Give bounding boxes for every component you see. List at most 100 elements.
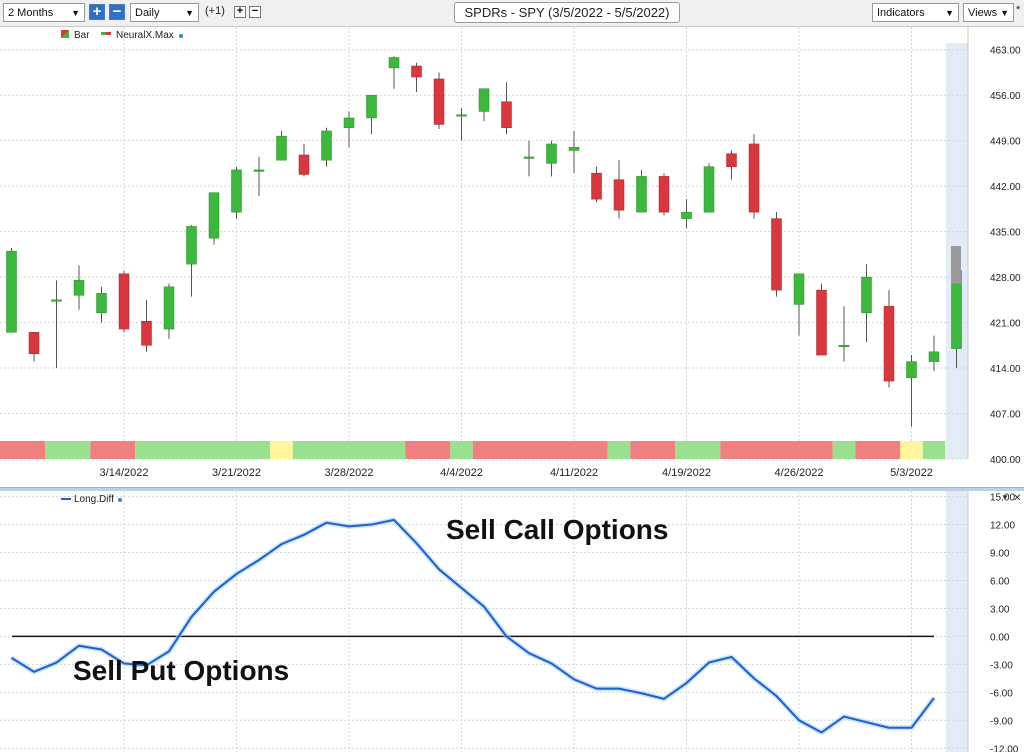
bar-legend-icon-half [61, 30, 69, 38]
candle-body [568, 146, 580, 151]
candle-body [388, 57, 400, 69]
price-chart[interactable]: 463.00 456.00 449.00 442.00 435.00 428.00 421.… [0, 27, 1024, 487]
candle-body [838, 345, 850, 348]
date-tick-label: 5/3/2022 [890, 467, 933, 479]
candle-body [433, 78, 445, 125]
indicator-tick-label: -3.00 [990, 660, 1013, 671]
zoom-out-button[interactable]: − [109, 4, 125, 20]
offset-minus-button[interactable]: − [249, 6, 261, 18]
band-segment [630, 441, 676, 459]
zoom-in-button[interactable]: + [89, 4, 105, 20]
candle-body [906, 361, 917, 379]
candle-body [658, 176, 670, 213]
price-tick-label: 442.00 [990, 182, 1021, 193]
candle-body [186, 226, 197, 265]
band-segment [720, 441, 833, 459]
price-tick-label: 400.00 [990, 455, 1021, 466]
indicator-tick-label: -12.00 [990, 744, 1019, 752]
indicator-tick-label: 15.00 [990, 493, 1015, 504]
candle-body [703, 166, 715, 213]
candle-body [321, 130, 332, 161]
candle-body [816, 289, 827, 356]
date-tick-label: 3/14/2022 [100, 467, 149, 479]
price-tick-label: 428.00 [990, 273, 1021, 284]
candle-body [613, 179, 625, 211]
band-segment [135, 441, 271, 459]
band-segment [900, 441, 923, 459]
candle-body [343, 117, 355, 128]
price-y-axis: 463.00 456.00 449.00 442.00 435.00 428.00 421.… [990, 46, 1021, 466]
interval-value: Daily [135, 7, 160, 19]
candle-body [163, 286, 175, 330]
band-segment [405, 441, 451, 459]
candle-body [793, 273, 805, 305]
band-segment [0, 441, 46, 459]
views-select[interactable]: Views ▼ [963, 3, 1014, 22]
candle-body [681, 211, 692, 219]
price-legend: Bar NeuralX.Max [61, 30, 183, 41]
candle-body [748, 143, 760, 213]
offset-plus-button[interactable]: + [234, 6, 246, 18]
indicator-tick-label: 0.00 [990, 632, 1010, 643]
indicators-label: Indicators [877, 7, 925, 19]
price-tick-label: 414.00 [990, 364, 1021, 375]
candle-body [883, 306, 895, 382]
interval-select[interactable]: Daily ▼ [130, 3, 199, 22]
candle-body [456, 114, 467, 117]
candle-body [523, 156, 535, 159]
candle-body [298, 154, 310, 175]
info-dot-icon [118, 498, 122, 502]
indicator-legend: Long.Diff [61, 494, 122, 505]
plus-icon: + [92, 3, 102, 20]
indicator-chart[interactable]: 15.00 12.00 9.00 6.00 3.00 0.00 -3.00 -6.00 -9.0… [0, 491, 1024, 752]
price-tick-label: 421.00 [990, 319, 1021, 330]
candle-body [861, 276, 872, 314]
offset-label: (+1) [205, 5, 225, 17]
indicator-tick-label: -9.00 [990, 716, 1013, 727]
date-tick-label: 3/28/2022 [325, 467, 374, 479]
candle-body [118, 273, 130, 330]
neuralx-band [0, 441, 946, 459]
indicators-select[interactable]: Indicators ▼ [872, 3, 959, 22]
views-star: * [1016, 4, 1021, 16]
chevron-down-icon: ▼ [185, 8, 194, 18]
period-select[interactable]: 2 Months ▼ [3, 3, 85, 22]
legend-neuralx: NeuralX.Max [116, 30, 174, 41]
date-tick-label: 4/11/2022 [550, 467, 598, 479]
candle-body [366, 94, 377, 119]
views-label: Views [968, 7, 998, 19]
candle-body [636, 176, 647, 213]
price-gridlines [0, 27, 968, 460]
date-tick-label: 4/26/2022 [775, 467, 824, 479]
candle-body [253, 169, 265, 172]
pane-close-icon[interactable]: ✕ [1013, 493, 1021, 504]
long-diff-line [10, 518, 935, 734]
candle-body [208, 192, 220, 239]
band-segment [90, 441, 136, 459]
price-tick-label: 449.00 [990, 137, 1021, 148]
date-x-axis: 7/20223/14/20223/21/20223/28/20224/4/202… [100, 467, 933, 479]
price-tick-label: 463.00 [990, 46, 1021, 57]
chevron-down-icon: ▼ [1000, 8, 1009, 18]
indicator-tick-label: 9.00 [990, 549, 1010, 560]
date-tick-label: 4/4/2022 [440, 467, 483, 479]
candle-body [96, 293, 107, 314]
sell-call-annotation: Sell Call Options [446, 514, 669, 545]
band-segment [45, 441, 91, 459]
pane-menu-icon[interactable]: ▼ [1001, 493, 1009, 502]
candle-body [73, 280, 85, 296]
indicator-tick-label: -6.00 [990, 688, 1013, 699]
neuralx-legend-icon-red [106, 32, 111, 35]
chevron-down-icon: ▼ [945, 8, 954, 18]
date-tick-label: 3/21/2022 [212, 467, 261, 479]
candle-body [411, 65, 422, 78]
candle-body [478, 88, 490, 112]
band-segment [922, 441, 946, 459]
candle-body [51, 299, 62, 302]
pane-splitter[interactable] [0, 487, 1024, 491]
indicator-tick-label: 6.00 [990, 576, 1010, 587]
chart-title: SPDRs - SPY (3/5/2022 - 5/5/2022) [454, 2, 680, 23]
sell-put-annotation: Sell Put Options [73, 655, 290, 686]
band-segment [675, 441, 721, 459]
band-segment [832, 441, 856, 459]
